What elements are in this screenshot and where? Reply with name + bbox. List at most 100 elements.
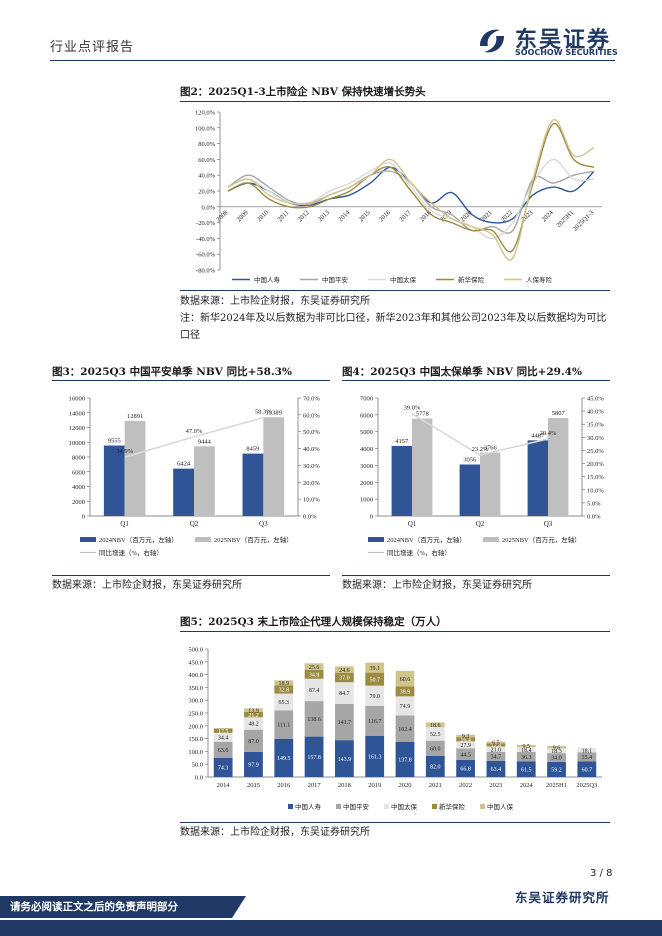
disclaimer-bar-edge	[232, 896, 246, 918]
document-type-label: 行业点评报告	[50, 40, 135, 55]
fig5-bar-segment	[516, 747, 536, 752]
fig5-bar-segment-label: 84.7	[339, 691, 350, 697]
fig5-bar-segment	[304, 669, 324, 679]
fig5-xtick-label: 2023	[489, 782, 502, 789]
fig4-legend-label-2024: 2024NBV（百万元，左轴）	[387, 535, 466, 544]
fig5-bar-segment-label: 27.9	[460, 743, 471, 749]
fig5-xtick-label: 2024	[520, 782, 534, 789]
fig5-bar-segment	[365, 672, 385, 686]
fig5-ytick-label: 250.0	[188, 711, 203, 718]
disclaimer-bar	[0, 896, 232, 918]
fig4-right-tick-label: 40.0%	[587, 409, 604, 416]
fig5-bar-segment-label: 87.0	[248, 739, 259, 745]
fig5-bar-segment-label: 9.5	[522, 744, 530, 750]
fig5-bar-segment	[213, 728, 233, 733]
footer-bar	[0, 920, 662, 936]
fig5-bar-segment	[334, 703, 354, 741]
fig4-bar-2025-label: 5778	[416, 411, 429, 418]
fig3-bar-2025	[124, 420, 146, 516]
fig5-bar-segment-label: 48.2	[248, 722, 259, 728]
fig5-legend-swatch	[480, 804, 485, 809]
fig3-right-tick-label: 40.0%	[303, 446, 320, 453]
fig5-bar-segment-label: 16.4	[460, 737, 471, 743]
fig2-xtick-label: 2025Q1-3	[572, 209, 596, 233]
fig5-legend-label: 中国人保	[487, 802, 514, 811]
fig2-xtick-label: 2024	[541, 209, 556, 224]
fig5-bar-segment	[425, 727, 445, 741]
fig5-bar-segment-label: 138.6	[307, 717, 321, 723]
fig3-title: 图3：2025Q3 中国平安单季 NBV 同比+58.3%	[52, 366, 292, 378]
fig5-bar-segment	[516, 744, 536, 748]
fig5-bar-segment-label: 34.0	[551, 756, 562, 762]
fig5-bar-segment	[516, 751, 536, 762]
fig5-bar-segment-label: 44.5	[460, 752, 471, 758]
fig3-right-tick-label: 10.0%	[303, 497, 320, 504]
fig3-bar-2025	[263, 417, 285, 516]
fig3-left-tick-label: 8000	[72, 455, 85, 462]
fig4-right-tick-label: 10.0%	[587, 487, 604, 494]
fig4-right-tick-label: 35.0%	[587, 422, 604, 429]
fig5-bar-segment	[456, 748, 476, 760]
fig5-bar-segment-label: 116.7	[368, 719, 381, 725]
fig5-bar-segment-label: 66.8	[460, 767, 471, 773]
disclaimer-text[interactable]: 请务必阅读正文之后的免责声明部分	[10, 901, 178, 913]
fig4-right-tick-label: 30.0%	[587, 435, 604, 442]
fig5-bar-segment-label: 34.4	[218, 735, 229, 741]
fig5-bar-segment	[425, 740, 445, 757]
fig2-title-rule	[180, 101, 610, 103]
fig3-right-tick-label: 50.0%	[303, 429, 320, 436]
fig2-ytick-label: 0.0%	[201, 204, 215, 211]
fig3-xtick-label: Q1	[120, 520, 129, 528]
fig4-bar-2025	[412, 418, 433, 516]
fig5-bar-segment	[213, 741, 233, 758]
fig5-bar-segment	[334, 740, 354, 777]
fig5-bar-segment	[456, 734, 476, 738]
fig3-yoy-label: 58.3%	[255, 409, 272, 416]
fig4-bar-2025-label: 5807	[552, 410, 566, 417]
fig5-bar-segment	[425, 756, 445, 777]
fig5-bar-segment-label: 111.1	[277, 723, 290, 729]
fig3-bar-2024-label: 9555	[108, 438, 121, 445]
fig2-xtick-label: 2009	[236, 209, 250, 223]
fig5-bar-segment-label: 32.8	[279, 688, 290, 694]
fig5-bar-segment	[334, 682, 354, 704]
fig3-left-tick-label: 10000	[69, 440, 85, 447]
fig2-xtick-label: 2014	[337, 209, 352, 224]
fig5-bar-segment-label: 50.7	[369, 677, 380, 683]
fig5-xtick-label: 2019	[368, 782, 381, 789]
fig3-left-tick-label: 12000	[69, 425, 85, 432]
fig3-bar-2025-label: 9444	[198, 438, 212, 445]
fig5-bar-segment	[547, 753, 566, 762]
fig5-bar-segment	[486, 741, 506, 744]
fig3-legend-label-yoy: 同比增速（%，右轴）	[99, 548, 163, 557]
fig4-right-tick-label: 15.0%	[587, 474, 604, 481]
fig5-xtick-label: 2025H1	[546, 782, 567, 789]
fig3-left-tick-label: 14000	[69, 410, 85, 417]
fig5-bar-segment	[334, 666, 354, 673]
fig5-bar-segment	[274, 693, 294, 711]
fig5-ytick-label: 0.0	[195, 775, 203, 782]
fig5-bar-segment-label: 143.9	[338, 757, 352, 763]
fig3-title-rule	[52, 380, 330, 382]
fig5-bottom-rule	[180, 822, 610, 823]
fig5-xtick-label: 2017	[308, 782, 322, 789]
fig4-xtick-label: Q2	[476, 520, 485, 528]
fig4-left-tick-label: 0	[370, 514, 373, 521]
fig5-bar-segment	[516, 761, 536, 777]
fig5-bar-segment	[395, 715, 415, 742]
fig5-bar-segment	[456, 741, 476, 749]
fig5-bar-segment-label: 63.6	[218, 748, 229, 754]
fig5-title: 图5：2025Q3 末上市险企代理人规模保持稳定（万人）	[180, 616, 447, 628]
fig2-xtick-label: 2013	[317, 209, 331, 223]
fig5-bar-segment	[365, 705, 385, 736]
fig5-bar-segment-label: 38.9	[400, 690, 411, 696]
fig5-bar-segment-label: 65.3	[279, 700, 290, 706]
fig2-series-line	[227, 158, 595, 240]
fig5-bar-segment	[547, 748, 566, 754]
fig4-bar-2025	[548, 418, 569, 516]
fig5-bar-segment	[244, 711, 263, 718]
fig4-legend-swatch-2025	[483, 537, 499, 542]
fig5-bar-segment	[456, 737, 476, 742]
fig5-xtick-label: 2018	[338, 782, 351, 789]
fig5-bar-segment-label: 34.8	[309, 672, 320, 678]
